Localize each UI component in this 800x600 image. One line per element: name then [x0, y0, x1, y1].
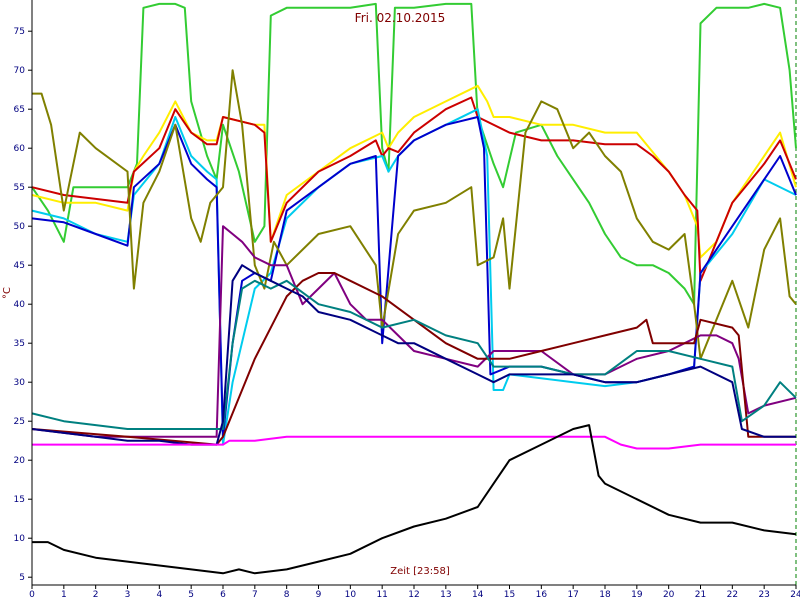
y-tick-label: 75 — [14, 27, 25, 37]
y-tick-label: 10 — [14, 534, 26, 544]
x-tick-label: 16 — [536, 590, 548, 600]
chart-title: Fri. 02.10.2015 — [355, 11, 446, 25]
x-tick-label: 11 — [376, 590, 387, 600]
series-line-3 — [31, 96, 797, 282]
x-tick-label: 20 — [663, 590, 675, 600]
x-tick-label: 2 — [93, 590, 99, 600]
x-tick-label: 21 — [695, 590, 706, 600]
y-ticks: 5 10 15 20 25 30 35 40 45 50 55 60 65 70 75 — [14, 27, 32, 583]
x-ticks: 0 1 2 3 4 5 6 7 8 9 10 11 12 13 14 15 16 17 18 19 20 21 22 23 24 — [29, 585, 800, 600]
y-tick-label: 5 — [19, 573, 25, 583]
x-tick-label: 19 — [631, 590, 643, 600]
x-tick-label: 0 — [29, 590, 35, 600]
y-axis-label: °C — [2, 287, 13, 299]
x-tick-label: 6 — [220, 590, 226, 600]
series-line-11 — [32, 435, 796, 450]
x-tick-label: 7 — [252, 590, 258, 600]
x-tick-label: 17 — [567, 590, 578, 600]
x-tick-label: 10 — [345, 590, 357, 600]
x-tick-label: 14 — [472, 590, 484, 600]
y-tick-label: 15 — [14, 495, 25, 505]
x-tick-label: 24 — [790, 590, 800, 600]
x-tick-label: 5 — [188, 590, 194, 600]
series-line-2 — [31, 84, 797, 259]
y-tick-label: 30 — [14, 378, 26, 388]
series-line-1 — [31, 2, 797, 306]
y-tick-label: 20 — [14, 456, 26, 466]
x-tick-label: 23 — [758, 590, 769, 600]
y-tick-label: 45 — [14, 261, 25, 271]
x-tick-label: 8 — [284, 590, 290, 600]
series-line-8 — [31, 272, 796, 446]
y-tick-label: 65 — [14, 105, 25, 115]
series-line-12 — [32, 424, 797, 575]
x-axis-label: Zeit [23:58] — [390, 566, 450, 577]
series-line-9 — [31, 279, 797, 430]
series-line-6 — [32, 69, 797, 360]
x-tick-label: 15 — [504, 590, 515, 600]
y-tick-label: 50 — [14, 222, 26, 232]
y-tick-label: 70 — [14, 66, 26, 76]
y-tick-label: 60 — [14, 144, 26, 154]
x-tick-label: 4 — [156, 590, 162, 600]
y-tick-label: 35 — [14, 339, 25, 349]
x-tick-label: 13 — [440, 590, 451, 600]
series-group — [31, 2, 797, 575]
x-tick-label: 12 — [408, 590, 419, 600]
series-line-7 — [31, 225, 797, 438]
y-tick-label: 55 — [14, 183, 25, 193]
y-tick-label: 25 — [14, 417, 25, 427]
x-tick-label: 22 — [727, 590, 738, 600]
x-tick-label: 3 — [125, 590, 131, 600]
x-tick-label: 1 — [61, 590, 67, 600]
y-tick-label: 40 — [14, 300, 26, 310]
x-tick-label: 9 — [316, 590, 322, 600]
x-tick-label: 18 — [599, 590, 611, 600]
